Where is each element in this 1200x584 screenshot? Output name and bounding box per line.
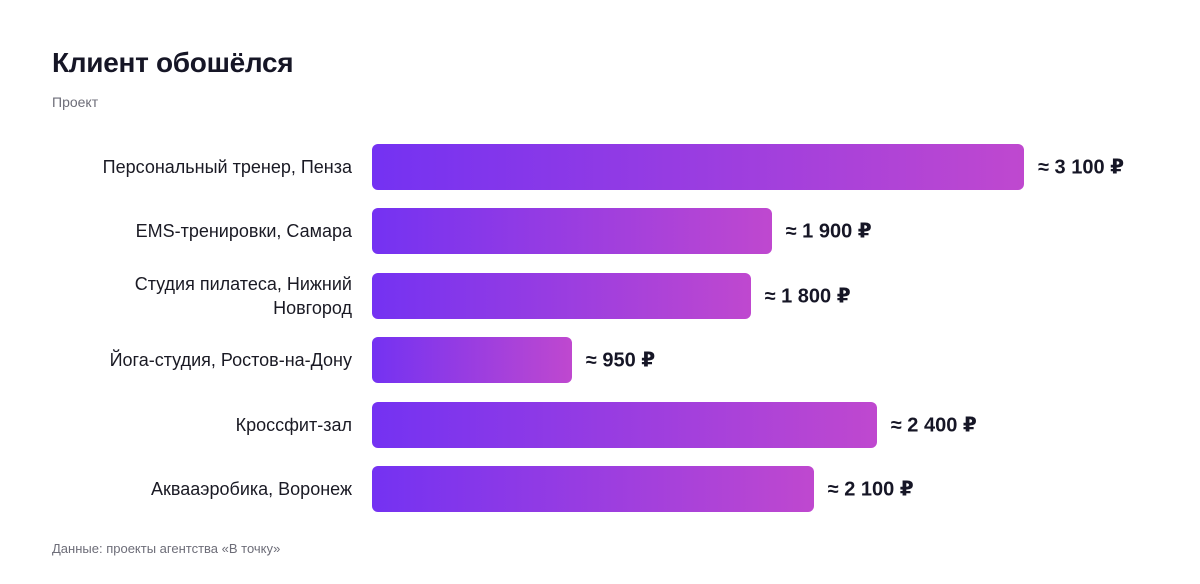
category-label: Аквааэробика, Воронеж [151,479,352,499]
category-label: Йога-студия, Ростов-на-Дону [109,350,352,371]
chart-title: Клиент обошёлся [52,47,294,78]
category-label: Студия пилатеса, Нижний Новгород [134,273,352,318]
value-label: ≈ 2 100 ₽ [827,478,914,501]
value-label: ≈ 3 100 ₽ [1038,156,1125,179]
bar [372,466,814,512]
value-label: ≈ 2 400 ₽ [890,414,977,437]
value-label: ≈ 950 ₽ [585,349,656,372]
value-label: ≈ 1 900 ₽ [785,220,872,243]
bar [372,401,877,448]
source-note: Данные: проекты агентства «В точку» [52,541,281,556]
value-label: ≈ 1 800 ₽ [764,285,851,308]
bar [372,144,1024,190]
bar [372,337,572,384]
bar [372,272,751,319]
bar [372,208,772,255]
chart-subtitle: Проект [52,94,99,110]
category-label: EMS-тренировки, Самара [135,221,352,242]
category-label: Персональный тренер, Пенза [102,157,352,177]
category-label: Кроссфит-зал [235,414,352,435]
